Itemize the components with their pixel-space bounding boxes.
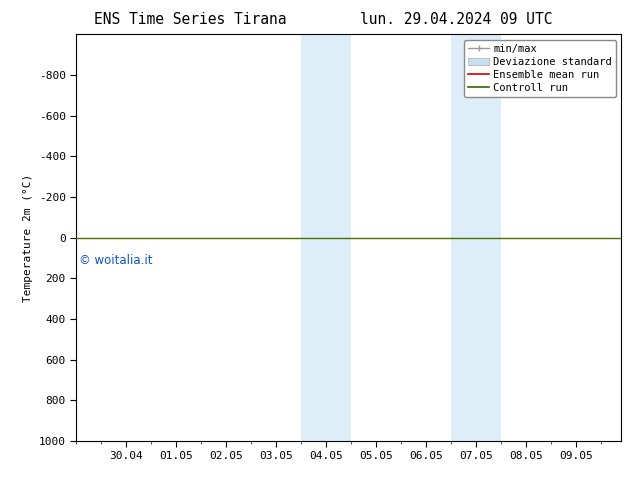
Text: lun. 29.04.2024 09 UTC: lun. 29.04.2024 09 UTC <box>360 12 553 27</box>
Y-axis label: Temperature 2m (°C): Temperature 2m (°C) <box>23 173 33 302</box>
Bar <box>301 34 326 441</box>
Bar <box>326 34 351 441</box>
Legend: min/max, Deviazione standard, Ensemble mean run, Controll run: min/max, Deviazione standard, Ensemble m… <box>464 40 616 97</box>
Bar <box>451 34 476 441</box>
Text: © woitalia.it: © woitalia.it <box>79 254 152 267</box>
Bar <box>476 34 501 441</box>
Text: ENS Time Series Tirana: ENS Time Series Tirana <box>94 12 287 27</box>
